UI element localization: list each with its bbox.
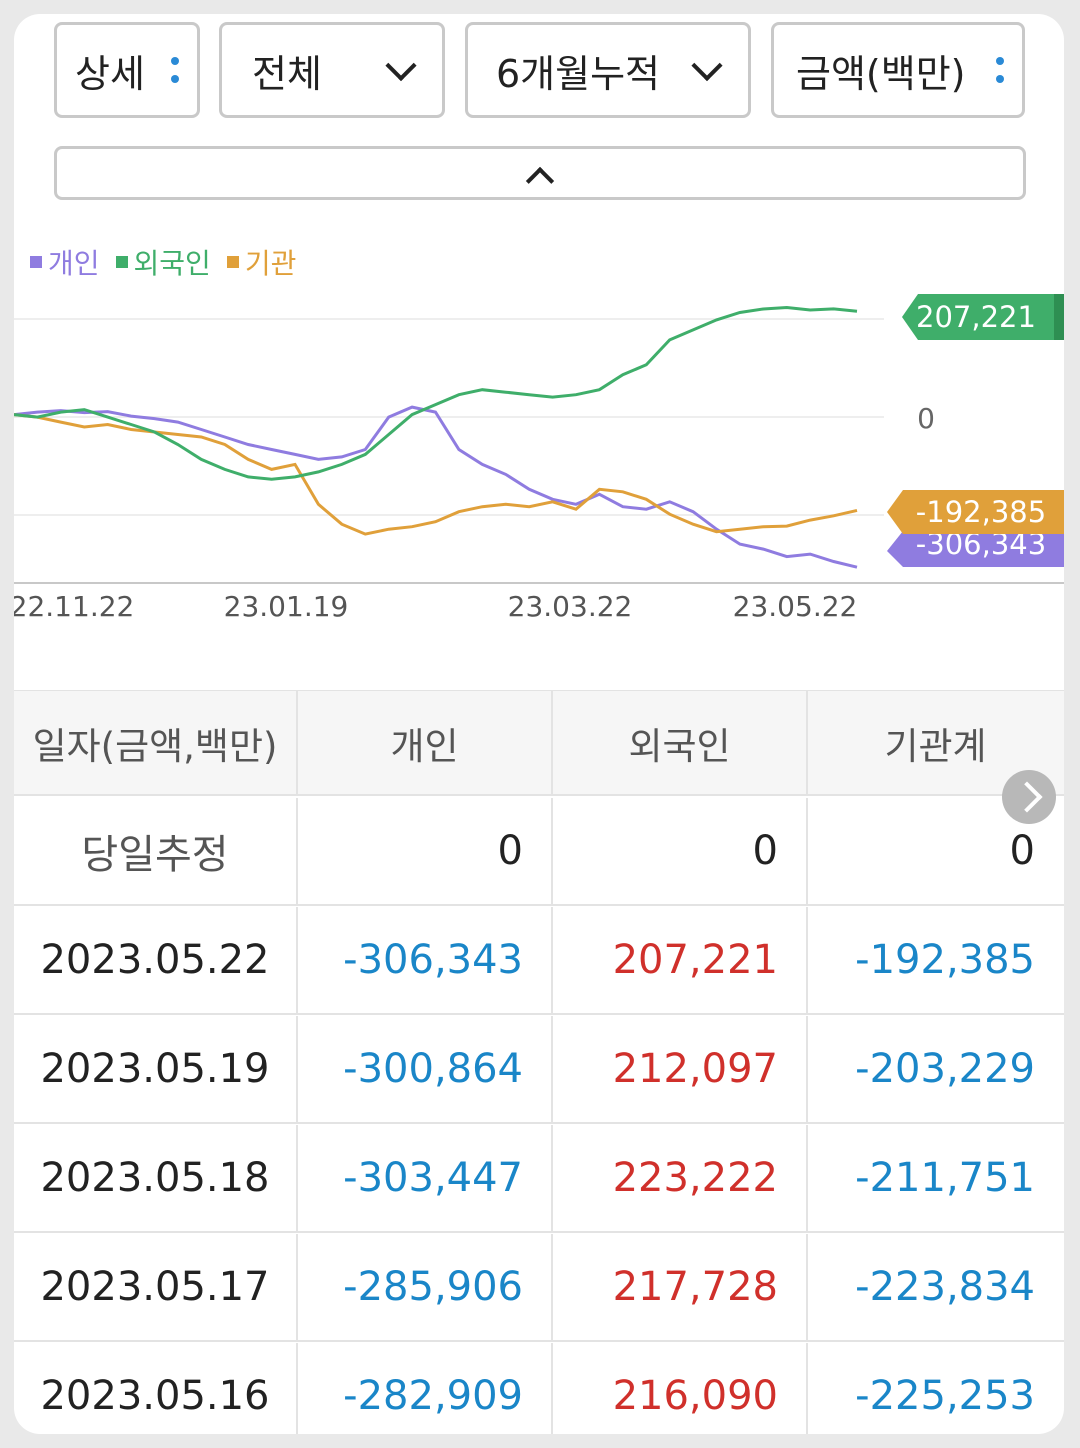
series-line-foreign — [14, 305, 858, 481]
legend-item-individual: 개인 — [30, 242, 100, 282]
row-date: 2023.05.16 — [14, 1343, 298, 1434]
row-foreign: 223,222 — [553, 1125, 808, 1231]
period-dropdown[interactable]: 6개월누적 — [465, 22, 751, 118]
x-tick-label: 22.11.22 — [14, 590, 134, 623]
table-header-row: 일자(금액,백만) 개인 외국인 기관계 — [14, 690, 1064, 796]
table-row: 2023.05.18 -303,447 223,222 -211,751 — [14, 1125, 1064, 1233]
header-foreign: 외국인 — [553, 691, 808, 794]
kebab-menu-icon — [171, 55, 179, 85]
row-date: 2023.05.22 — [14, 907, 298, 1013]
trading-chart: 0 207,221 -306,343 -192,385 22.11.22 23.… — [14, 294, 1064, 623]
kebab-menu-icon — [996, 55, 1004, 85]
row-institution: -223,834 — [855, 1264, 1035, 1310]
header-institution: 기관계 — [884, 724, 987, 768]
legend-item-institution: 기관 — [226, 242, 297, 282]
market-filter-label: 전체 — [252, 51, 322, 96]
row-institution: -192,385 — [855, 937, 1035, 983]
row-individual: -306,343 — [298, 907, 553, 1013]
today-institution: 0 — [1009, 828, 1035, 874]
detail-menu-label: 상세 — [75, 51, 145, 96]
x-tick-label: 23.03.22 — [508, 590, 633, 623]
row-foreign: 216,090 — [553, 1343, 808, 1434]
row-date: 2023.05.18 — [14, 1125, 298, 1231]
x-tick-label: 23.05.22 — [733, 590, 858, 623]
row-foreign: 212,097 — [553, 1016, 808, 1122]
today-individual: 0 — [298, 798, 553, 904]
legend-swatch — [30, 256, 42, 268]
detail-menu-button[interactable]: 상세 — [54, 22, 200, 118]
row-institution: -203,229 — [855, 1046, 1035, 1092]
legend-swatch — [226, 256, 239, 268]
header-date: 일자(금액,백만) — [14, 691, 298, 794]
market-filter-dropdown[interactable]: 전체 — [219, 22, 445, 118]
legend-label: 외국인 — [133, 247, 211, 280]
last-value-tag-foreign: 207,221 — [902, 294, 1064, 340]
legend-item-foreign: 외국인 — [115, 242, 211, 282]
table-row: 2023.05.17 -285,906 217,728 -223,834 — [14, 1234, 1064, 1342]
table-row: 2023.05.19 -300,864 212,097 -203,229 — [14, 1016, 1064, 1124]
row-foreign: 217,728 — [553, 1234, 808, 1340]
chart-legend: 개인 외국인 기관 — [30, 242, 296, 282]
last-value-foreign: 207,221 — [916, 300, 1036, 334]
last-value-institution: -192,385 — [916, 495, 1046, 529]
row-individual: -303,447 — [298, 1125, 553, 1231]
row-institution: -225,253 — [855, 1373, 1035, 1419]
row-individual: -285,906 — [298, 1234, 553, 1340]
unit-label: 금액(백만) — [796, 51, 966, 96]
row-date: 2023.05.17 — [14, 1234, 298, 1340]
today-foreign: 0 — [553, 798, 808, 904]
row-individual: -282,909 — [298, 1343, 553, 1434]
legend-swatch — [115, 256, 128, 268]
legend-label: 개인 — [48, 247, 100, 280]
header-individual: 개인 — [298, 691, 553, 794]
unit-menu-button[interactable]: 금액(백만) — [771, 22, 1025, 118]
table-row-today: 당일추정 0 0 0 — [14, 798, 1064, 906]
series-line-individual — [14, 405, 858, 569]
scroll-right-button[interactable] — [1002, 770, 1056, 824]
row-foreign: 207,221 — [553, 907, 808, 1013]
table-row: 2023.05.22 -306,343 207,221 -192,385 — [14, 907, 1064, 1015]
collapse-toggle-button[interactable] — [54, 146, 1026, 200]
y-zero-label: 0 — [917, 402, 935, 435]
x-tick-label: 23.01.19 — [224, 590, 349, 623]
legend-label: 기관 — [244, 247, 297, 280]
row-date: 2023.05.19 — [14, 1016, 298, 1122]
last-value-tag-institution: -192,385 — [887, 490, 1064, 534]
today-label: 당일추정 — [14, 798, 298, 904]
content-card: 상세 전체 6개월누적 금액(백만) 개인 외국인 기관 — [14, 14, 1064, 1434]
period-label: 6개월누적 — [496, 51, 661, 96]
series-line-institution — [14, 413, 858, 536]
row-institution: -211,751 — [855, 1155, 1035, 1201]
table-row: 2023.05.16 -282,909 216,090 -225,253 — [14, 1343, 1064, 1434]
row-individual: -300,864 — [298, 1016, 553, 1122]
